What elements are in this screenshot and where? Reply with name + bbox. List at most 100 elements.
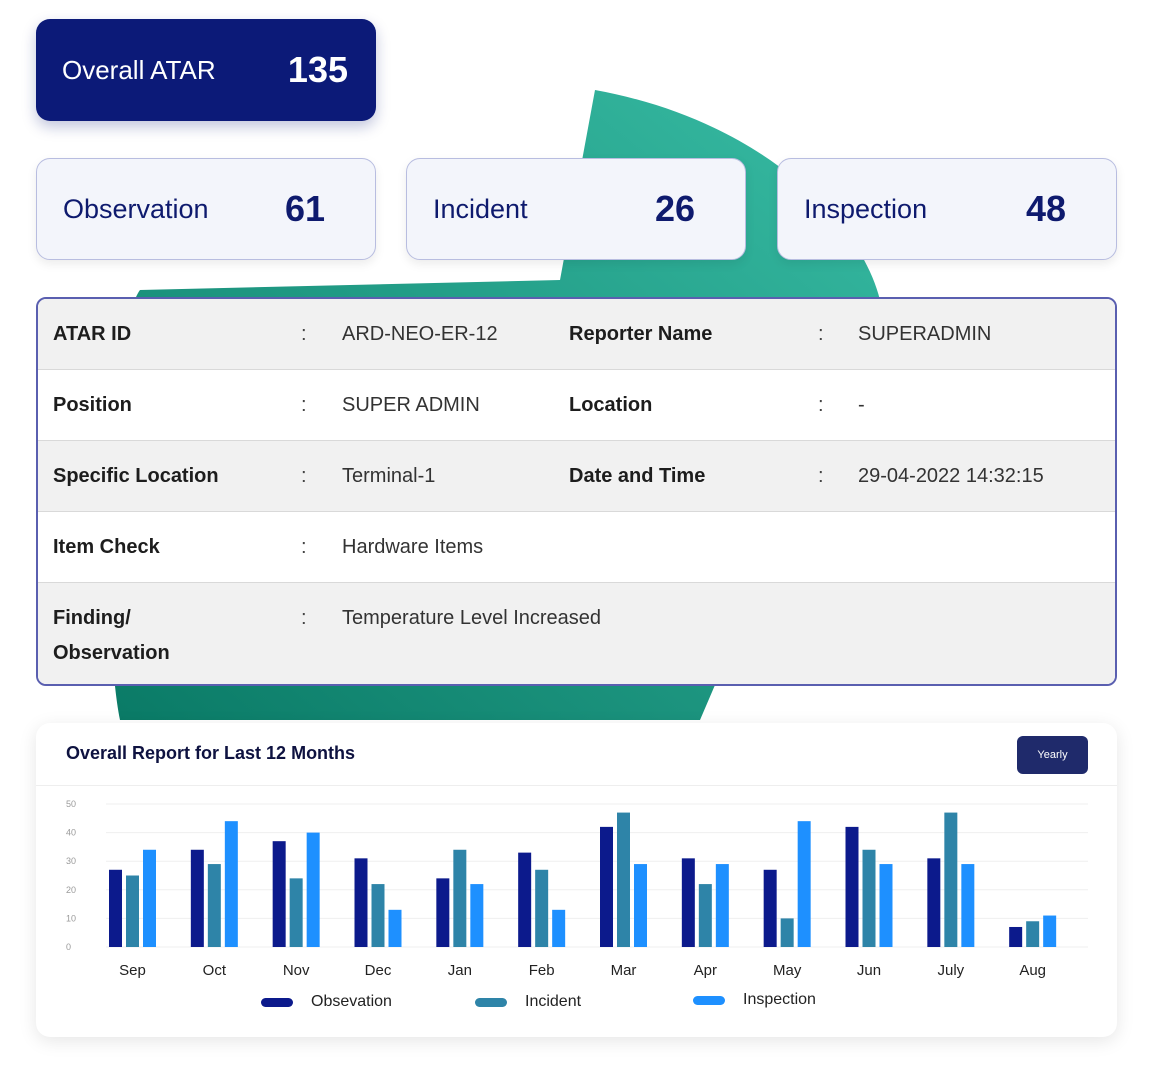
bar-observation-aug[interactable] [1009,926,1023,947]
bar-incident-oct[interactable] [207,864,221,947]
y-tick-label: 50 [66,799,76,809]
bar-incident-feb[interactable] [535,869,549,947]
bar-inspection-dec[interactable] [388,909,402,947]
x-tick-label: Apr [694,962,717,979]
chart-title: Overall Report for Last 12 Months [66,743,356,763]
overall-atar-label: Overall ATAR [62,54,216,85]
bar-inspection-jun[interactable] [879,864,893,947]
yearly-button[interactable]: Yearly [1017,736,1088,774]
y-tick-label: 0 [66,942,71,952]
chart-divider [36,785,1117,786]
bar-observation-oct[interactable] [190,849,204,947]
position-separator: : [301,394,307,416]
detail-row-atar-id: ATAR ID : ARD-NEO-ER-12 Reporter Name : … [38,299,1115,370]
item-check-label: Item Check [53,536,160,558]
incident-label: Incident [433,193,528,224]
x-tick-label: Jan [448,962,472,979]
inspection-label: Inspection [804,193,928,224]
date-time-separator: : [818,465,824,487]
x-tick-label: Jun [857,962,881,979]
bar-observation-july[interactable] [927,858,941,947]
date-time-value: 29-04-2022 14:32:15 [858,465,1044,487]
legend-incident-label: Incident [525,993,582,1010]
atar-id-value: ARD-NEO-ER-12 [342,323,498,345]
reporter-name-value: SUPERADMIN [858,323,992,345]
legend-inspection-label: Inspection [743,991,816,1008]
incident-card[interactable]: Incident 26 [406,158,746,260]
legend-incident-swatch [475,997,507,1007]
legend-inspection[interactable]: Inspection [693,991,816,1009]
bar-inspection-feb[interactable] [552,909,566,947]
incident-value: 26 [654,188,695,229]
bar-incident-sep[interactable] [126,875,139,948]
bar-observation-nov[interactable] [272,841,286,947]
bar-incident-aug[interactable] [1026,921,1040,947]
y-tick-label: 20 [66,885,76,895]
x-tick-label: Mar [611,962,637,979]
bar-incident-jan[interactable] [453,849,467,947]
y-tick-label: 30 [66,856,76,866]
bar-inspection-may[interactable] [797,821,811,947]
observation-card[interactable]: Observation 61 [36,158,376,260]
position-value: SUPER ADMIN [342,394,480,416]
bar-incident-dec[interactable] [371,884,385,947]
legend-observation-label: Obsevation [311,993,392,1010]
bar-observation-mar[interactable] [600,826,613,947]
bar-inspection-mar[interactable] [634,864,647,947]
bar-incident-july[interactable] [944,812,958,947]
x-tick-label: Nov [283,962,310,979]
inspection-card[interactable]: Inspection 48 [777,158,1117,260]
inspection-value: 48 [1025,188,1066,229]
bar-observation-sep[interactable] [109,869,122,947]
detail-row-position: Position : SUPER ADMIN Location : - [38,370,1115,441]
bar-incident-may[interactable] [780,918,794,947]
atar-detail-table: ATAR ID : ARD-NEO-ER-12 Reporter Name : … [36,297,1117,686]
bar-chart: 0 10 20 30 40 50 Sep Oct Nov Dec Jan Feb Mar Apr May Ju… [66,799,1088,979]
bar-observation-may[interactable] [763,869,777,947]
observation-value: 61 [284,188,325,229]
bar-incident-jun[interactable] [862,849,876,947]
detail-row-item-check: Item Check : Hardware Items [38,512,1115,583]
atar-id-label: ATAR ID [53,323,132,345]
x-tick-label: May [773,962,802,979]
x-tick-label: Oct [203,962,227,979]
bar-inspection-apr[interactable] [715,864,729,947]
legend-observation-swatch [261,997,293,1007]
bar-inspection-nov[interactable] [306,832,320,947]
bar-incident-mar[interactable] [617,812,630,947]
x-tick-label: Aug [1019,962,1046,979]
finding-label-line2: Observation [53,642,170,664]
legend-incident[interactable]: Incident [475,993,581,1011]
bar-observation-dec[interactable] [354,858,368,947]
legend-observation[interactable]: Obsevation [261,993,392,1011]
item-check-separator: : [301,536,307,558]
finding-separator: : [301,607,307,629]
bar-observation-jun[interactable] [845,826,859,947]
date-time-label: Date and Time [569,465,706,487]
bar-incident-apr[interactable] [698,884,712,947]
overall-atar-card[interactable]: Overall ATAR 135 [36,19,376,121]
bar-observation-apr[interactable] [681,858,695,947]
atar-id-separator: : [301,323,307,345]
x-tick-label: July [937,962,964,979]
bar-inspection-sep[interactable] [143,849,156,947]
position-label: Position [53,394,132,416]
x-tick-label: Feb [529,962,555,979]
bar-inspection-aug[interactable] [1043,915,1057,947]
bar-inspection-july[interactable] [961,864,975,947]
specific-location-value: Terminal-1 [342,465,436,487]
bar-observation-feb[interactable] [518,852,532,947]
location-separator: : [818,394,824,416]
y-tick-label: 10 [66,913,76,923]
bar-observation-jan[interactable] [436,878,450,947]
y-tick-label: 40 [66,828,76,838]
bar-incident-nov[interactable] [289,878,303,947]
x-tick-label: Sep [119,962,146,979]
bar-inspection-oct[interactable] [224,821,238,947]
specific-location-label: Specific Location [53,465,219,487]
report-chart-card: Overall Report for Last 12 Months Yearly… [36,723,1117,1037]
bar-inspection-jan[interactable] [470,884,484,947]
legend-inspection-swatch [693,995,725,1005]
overall-atar-value: 135 [287,49,348,90]
location-value: - [858,394,865,416]
